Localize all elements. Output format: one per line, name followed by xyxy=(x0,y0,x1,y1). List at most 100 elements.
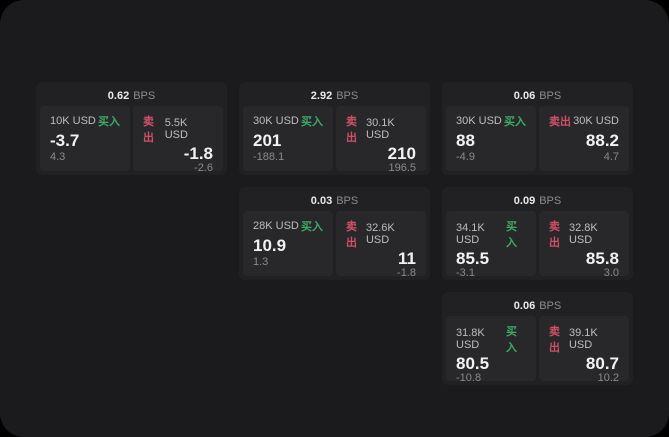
buy-panel-top: 30K USD 买入 xyxy=(456,113,526,129)
sell-label: 卖出 xyxy=(143,116,154,144)
bps-value: 0.06 xyxy=(513,90,536,102)
sell-label: 卖出 xyxy=(549,116,571,128)
sell-amount: 30.1K USD xyxy=(365,117,395,141)
sell-amount: 30K USD xyxy=(573,115,619,127)
buy-amount: 31.8K USD xyxy=(456,327,485,351)
buy-price: 88 xyxy=(456,130,475,150)
buy-amount: 28K USD xyxy=(253,220,299,232)
card-body: 34.1K USD 买入 85.5 -3.1 卖出 32.8K USD 85.8… xyxy=(446,211,629,279)
buy-panel-top: 34.1K USD 买入 xyxy=(456,218,526,250)
card-header: 0.09 BPS xyxy=(446,191,629,211)
buy-quote-panel[interactable]: 28K USD 买入 10.9 1.3 xyxy=(243,211,333,276)
buy-panel-top: 10K USD 买入 xyxy=(50,113,120,129)
sell-price: 85.8 xyxy=(585,249,619,268)
sell-price: 210 xyxy=(387,144,416,163)
sell-quote-panel[interactable]: 卖出 32.8K USD 85.8 3.0 xyxy=(539,211,629,279)
buy-delta: -3.1 xyxy=(456,267,475,279)
sell-label: 卖出 xyxy=(346,116,357,144)
sell-panel-top: 卖出 39.1K USD xyxy=(549,323,619,355)
buy-quote-panel[interactable]: 30K USD 买入 88 -4.9 xyxy=(446,106,536,171)
buy-quote-panel[interactable]: 10K USD 买入 -3.7 4.3 xyxy=(40,106,130,171)
buy-quote-panel[interactable]: 34.1K USD 买入 85.5 -3.1 xyxy=(446,211,536,279)
bps-unit: BPS xyxy=(539,90,562,102)
sell-delta: -1.8 xyxy=(397,267,416,279)
bps-value: 2.92 xyxy=(310,90,333,102)
buy-delta: -4.9 xyxy=(456,151,475,163)
card-header: 0.03 BPS xyxy=(243,191,426,211)
bps-value: 0.09 xyxy=(513,195,536,207)
buy-amount: 34.1K USD xyxy=(456,222,485,246)
buy-amount: 30K USD xyxy=(253,115,299,127)
sell-quote-panel[interactable]: 卖出 32.6K USD 11 -1.8 xyxy=(336,211,426,279)
buy-quote-panel[interactable]: 31.8K USD 买入 80.5 -10.8 xyxy=(446,316,536,384)
sell-delta: 3.0 xyxy=(603,267,619,279)
buy-panel-top: 28K USD 买入 xyxy=(253,218,323,234)
card-header: 0.62 BPS xyxy=(40,86,223,106)
card-body: 31.8K USD 买入 80.5 -10.8 卖出 39.1K USD 80.… xyxy=(446,316,629,384)
buy-price: 80.5 xyxy=(456,354,490,373)
buy-delta: 1.3 xyxy=(253,256,269,268)
buy-quote-panel[interactable]: 30K USD 买入 201 -188.1 xyxy=(243,106,333,171)
sell-label: 卖出 xyxy=(549,326,560,354)
bps-unit: BPS xyxy=(336,90,359,102)
bps-value: 0.06 xyxy=(513,300,536,312)
buy-label: 买入 xyxy=(506,326,518,354)
sell-panel-top: 卖出 32.8K USD xyxy=(549,218,619,250)
bps-unit: BPS xyxy=(336,195,359,207)
bps-unit: BPS xyxy=(133,90,156,102)
buy-label: 买入 xyxy=(301,221,323,233)
buy-panel-top: 31.8K USD 买入 xyxy=(456,323,526,355)
bps-unit: BPS xyxy=(539,195,562,207)
buy-label: 买入 xyxy=(504,116,526,128)
sell-panel-top: 卖出 30.1K USD xyxy=(346,113,416,145)
buy-delta: -188.1 xyxy=(253,151,285,163)
card-header: 2.92 BPS xyxy=(243,86,426,106)
buy-delta: 4.3 xyxy=(50,151,66,163)
quote-card: 0.06 BPS 30K USD 买入 88 -4.9 卖出 30K USD 8… xyxy=(442,82,633,175)
sell-price: 88.2 xyxy=(585,130,619,150)
sell-amount: 39.1K USD xyxy=(568,327,598,351)
card-header: 0.06 BPS xyxy=(446,296,629,316)
bps-value: 0.03 xyxy=(310,195,333,207)
quote-card-grid: 0.62 BPS 10K USD 买入 -3.7 4.3 卖出 5.5K USD… xyxy=(36,82,633,385)
buy-price: -3.7 xyxy=(50,130,80,150)
buy-amount: 10K USD xyxy=(50,115,96,127)
sell-panel-top: 卖出 30K USD xyxy=(549,113,619,129)
quote-card: 0.03 BPS 28K USD 买入 10.9 1.3 卖出 32.6K US… xyxy=(239,187,430,280)
sell-quote-panel[interactable]: 卖出 39.1K USD 80.7 10.2 xyxy=(539,316,629,384)
quote-card: 0.09 BPS 34.1K USD 买入 85.5 -3.1 卖出 32.8K… xyxy=(442,187,633,280)
sell-quote-panel[interactable]: 卖出 30.1K USD 210 196.5 xyxy=(336,106,426,174)
sell-delta: -2.6 xyxy=(194,162,213,174)
buy-price: 85.5 xyxy=(456,249,490,268)
sell-price: -1.8 xyxy=(183,144,213,163)
bps-unit: BPS xyxy=(539,300,562,312)
sell-price: 80.7 xyxy=(585,354,619,373)
card-body: 28K USD 买入 10.9 1.3 卖出 32.6K USD 11 -1.8 xyxy=(243,211,426,279)
sell-label: 卖出 xyxy=(346,221,357,249)
sell-amount: 5.5K USD xyxy=(164,117,188,141)
sell-quote-panel[interactable]: 卖出 30K USD 88.2 4.7 xyxy=(539,106,629,171)
sell-quote-panel[interactable]: 卖出 5.5K USD -1.8 -2.6 xyxy=(133,106,223,174)
buy-price: 201 xyxy=(253,130,282,150)
sell-panel-top: 卖出 5.5K USD xyxy=(143,113,213,145)
card-header: 0.06 BPS xyxy=(446,86,629,106)
quote-card: 2.92 BPS 30K USD 买入 201 -188.1 卖出 30.1K … xyxy=(239,82,430,175)
buy-label: 买入 xyxy=(506,221,518,249)
buy-label: 买入 xyxy=(301,116,323,128)
sell-panel-top: 卖出 32.6K USD xyxy=(346,218,416,250)
sell-price: 11 xyxy=(398,249,416,268)
buy-label: 买入 xyxy=(98,116,120,128)
quote-card: 0.62 BPS 10K USD 买入 -3.7 4.3 卖出 5.5K USD… xyxy=(36,82,227,175)
card-body: 30K USD 买入 201 -188.1 卖出 30.1K USD 210 1… xyxy=(243,106,426,174)
buy-price: 10.9 xyxy=(253,235,287,255)
bps-value: 0.62 xyxy=(107,90,130,102)
sell-delta: 4.7 xyxy=(603,151,619,163)
buy-delta: -10.8 xyxy=(456,372,482,384)
sell-amount: 32.6K USD xyxy=(365,222,395,246)
card-body: 10K USD 买入 -3.7 4.3 卖出 5.5K USD -1.8 -2.… xyxy=(40,106,223,174)
sell-delta: 10.2 xyxy=(597,372,619,384)
card-body: 30K USD 买入 88 -4.9 卖出 30K USD 88.2 4.7 xyxy=(446,106,629,171)
sell-amount: 32.8K USD xyxy=(568,222,598,246)
buy-panel-top: 30K USD 买入 xyxy=(253,113,323,129)
